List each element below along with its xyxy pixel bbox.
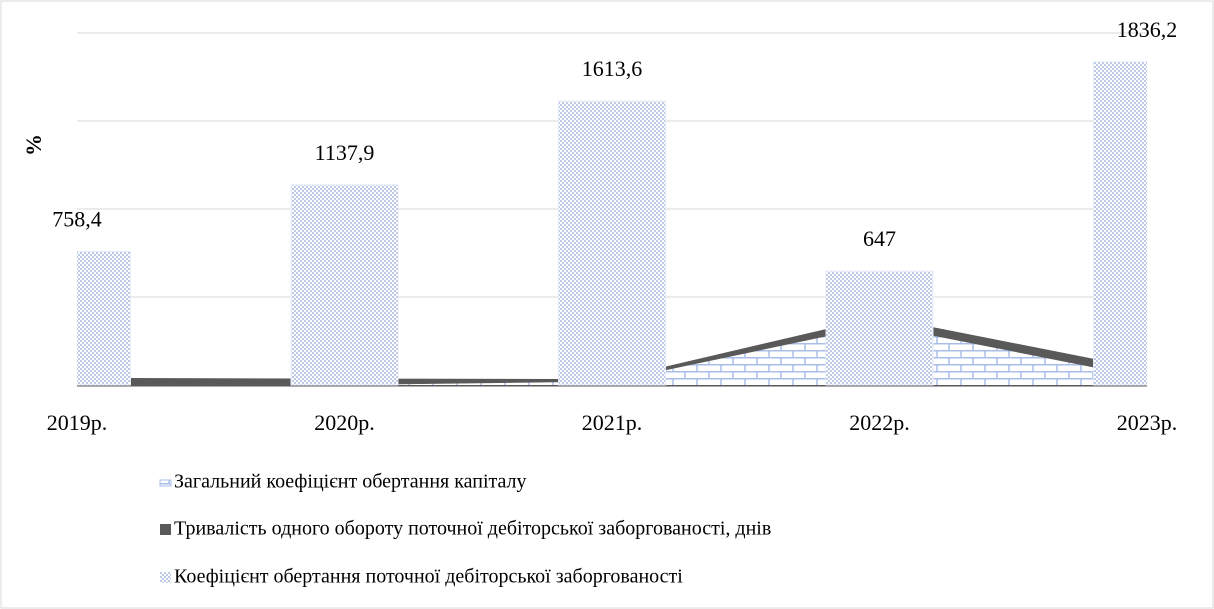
data-label: 647 <box>863 226 896 251</box>
x-tick-label: 2023р. <box>1117 410 1178 435</box>
bar <box>558 100 666 386</box>
data-label: 1137,9 <box>315 140 375 165</box>
bar <box>290 184 399 386</box>
bar <box>825 270 934 386</box>
x-tick-label: 2022р. <box>849 410 910 435</box>
bar <box>1093 61 1147 386</box>
legend-label: Тривалість одного обороту поточної дебіт… <box>174 518 771 540</box>
x-tick-label: 2021р. <box>582 410 643 435</box>
data-label: 1836,2 <box>1117 17 1178 42</box>
data-label: 758,4 <box>52 207 102 232</box>
legend-swatch <box>160 572 171 583</box>
legend-swatch <box>159 479 172 487</box>
bar <box>77 251 131 386</box>
y-axis-label: % <box>21 134 46 156</box>
legend-label: Коефіцієнт обертання поточної дебіторськ… <box>174 566 683 588</box>
legend-label: Загальний коефіцієнт обертання капіталу <box>174 471 527 493</box>
x-tick-label: 2020р. <box>314 410 375 435</box>
x-tick-label: 2019р. <box>47 410 108 435</box>
legend-swatch <box>160 524 171 535</box>
data-label: 1613,6 <box>582 56 643 81</box>
